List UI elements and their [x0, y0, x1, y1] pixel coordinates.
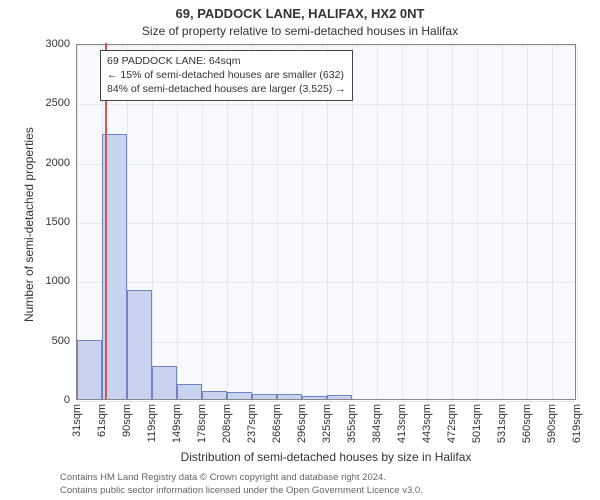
- y-tick-label: 3000: [36, 38, 70, 50]
- gridline-v: [477, 45, 478, 399]
- x-tick-label: 590sqm: [546, 404, 558, 443]
- title-sub: Size of property relative to semi-detach…: [0, 24, 600, 38]
- x-tick-label: 119sqm: [146, 404, 158, 442]
- gridline-v: [402, 45, 403, 399]
- x-tick-label: 384sqm: [371, 404, 383, 443]
- info-box: 69 PADDOCK LANE: 64sqm ← 15% of semi-det…: [100, 50, 353, 101]
- x-tick-label: 619sqm: [571, 404, 583, 443]
- x-tick-label: 237sqm: [246, 404, 258, 443]
- x-tick-label: 325sqm: [321, 404, 333, 443]
- x-tick-label: 149sqm: [171, 404, 183, 443]
- footer-line: Contains public sector information licen…: [60, 485, 423, 498]
- x-tick-label: 61sqm: [96, 404, 108, 437]
- footer: Contains HM Land Registry data © Crown c…: [60, 472, 423, 498]
- y-tick-label: 0: [36, 394, 70, 406]
- bar: [227, 392, 252, 399]
- info-box-line: ← 15% of semi-detached houses are smalle…: [107, 68, 346, 82]
- x-tick-label: 472sqm: [446, 404, 458, 443]
- x-tick-label: 560sqm: [521, 404, 533, 443]
- gridline-v: [552, 45, 553, 399]
- x-tick-label: 296sqm: [296, 404, 308, 443]
- title-main: 69, PADDOCK LANE, HALIFAX, HX2 0NT: [0, 6, 600, 21]
- bar: [327, 395, 352, 399]
- footer-line: Contains HM Land Registry data © Crown c…: [60, 472, 423, 485]
- x-tick-label: 443sqm: [421, 404, 433, 443]
- gridline-v: [577, 45, 578, 399]
- x-axis-title: Distribution of semi-detached houses by …: [76, 450, 576, 464]
- y-tick-label: 500: [36, 335, 70, 347]
- gridline-v: [377, 45, 378, 399]
- y-tick-label: 2000: [36, 157, 70, 169]
- info-box-line: 84% of semi-detached houses are larger (…: [107, 82, 346, 96]
- y-axis-title: Number of semi-detached properties: [22, 127, 36, 322]
- bar: [252, 394, 277, 399]
- x-tick-label: 355sqm: [346, 404, 358, 443]
- info-box-line: 69 PADDOCK LANE: 64sqm: [107, 54, 346, 68]
- x-tick-label: 90sqm: [121, 404, 133, 437]
- bar: [177, 384, 202, 399]
- bar: [127, 290, 152, 399]
- gridline-v: [502, 45, 503, 399]
- y-tick-label: 1500: [36, 216, 70, 228]
- gridline-h: [77, 401, 575, 402]
- x-tick-label: 413sqm: [396, 404, 408, 443]
- x-tick-label: 531sqm: [496, 404, 508, 443]
- bar: [302, 396, 327, 399]
- x-tick-label: 31sqm: [71, 404, 83, 437]
- gridline-v: [452, 45, 453, 399]
- bar: [77, 340, 102, 399]
- y-tick-label: 1000: [36, 275, 70, 287]
- x-tick-label: 178sqm: [196, 404, 208, 443]
- bar: [152, 366, 177, 399]
- bar: [277, 394, 302, 399]
- x-tick-label: 501sqm: [471, 404, 483, 443]
- x-tick-label: 208sqm: [221, 404, 233, 443]
- y-tick-label: 2500: [36, 97, 70, 109]
- gridline-v: [527, 45, 528, 399]
- gridline-v: [427, 45, 428, 399]
- x-tick-label: 266sqm: [271, 404, 283, 443]
- bar: [202, 391, 227, 399]
